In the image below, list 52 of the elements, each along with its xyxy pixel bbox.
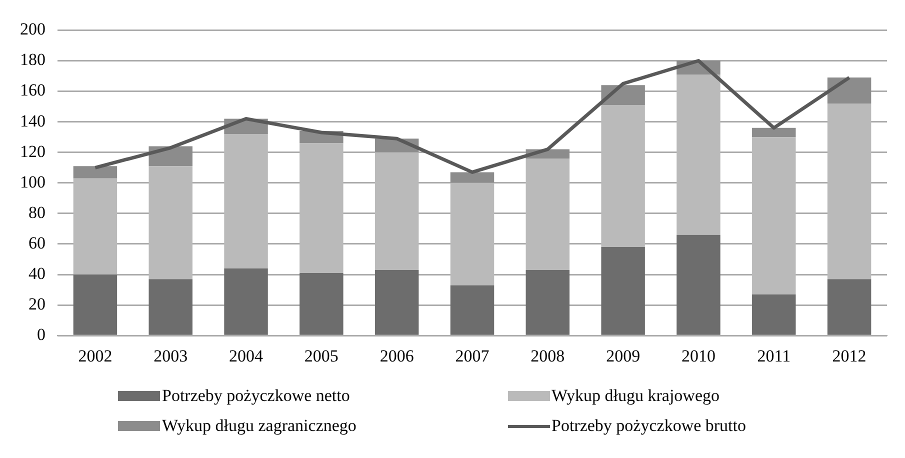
x-tick-label: 2003 bbox=[154, 346, 188, 366]
bar bbox=[827, 103, 872, 280]
bar bbox=[73, 178, 118, 275]
x-tick-label: 2007 bbox=[455, 346, 490, 366]
y-tick-label: 120 bbox=[20, 142, 46, 161]
y-tick-label: 180 bbox=[20, 50, 46, 70]
bar bbox=[752, 294, 796, 335]
x-tick-label: 2012 bbox=[832, 346, 866, 366]
bar bbox=[676, 74, 720, 235]
legend-label: Potrzeby pożyczkowe brutto bbox=[552, 416, 746, 436]
y-tick-label: 200 bbox=[20, 20, 46, 39]
y-tick-label: 20 bbox=[28, 294, 46, 314]
y-tick-label: 40 bbox=[28, 264, 46, 283]
x-tick-label: 2002 bbox=[78, 346, 112, 366]
x-tick-label: 2005 bbox=[304, 346, 338, 366]
y-tick-label: 80 bbox=[28, 202, 46, 222]
y-tick-label: 60 bbox=[28, 233, 46, 252]
bar bbox=[827, 78, 872, 104]
bar bbox=[752, 128, 796, 138]
bar bbox=[73, 166, 118, 178]
bar bbox=[601, 247, 645, 335]
legend-label: Wykup długu zagranicznego bbox=[162, 416, 356, 436]
x-tick-label: 2006 bbox=[380, 346, 414, 366]
bar bbox=[224, 134, 268, 268]
x-tick-label: 2008 bbox=[530, 346, 565, 366]
y-tick-label: 140 bbox=[20, 111, 46, 130]
y-tick-label: 160 bbox=[20, 80, 46, 100]
bar bbox=[450, 172, 494, 183]
bar bbox=[526, 270, 570, 335]
x-tick-label: 2009 bbox=[606, 346, 640, 366]
bar bbox=[676, 234, 720, 335]
bar bbox=[148, 166, 192, 280]
bar bbox=[300, 143, 344, 273]
bar bbox=[752, 137, 796, 294]
x-tick-label: 2011 bbox=[757, 346, 791, 366]
bar bbox=[450, 285, 494, 335]
bar bbox=[73, 274, 118, 335]
x-tick-label: 2010 bbox=[681, 346, 716, 366]
bar bbox=[374, 152, 419, 270]
bar bbox=[526, 158, 570, 270]
y-tick-label: 100 bbox=[20, 172, 46, 192]
bar bbox=[827, 279, 872, 335]
bar bbox=[148, 279, 192, 335]
x-tick-label: 2004 bbox=[229, 346, 264, 366]
bar bbox=[224, 268, 268, 335]
bar bbox=[374, 270, 419, 335]
bar bbox=[300, 272, 344, 335]
bar bbox=[450, 182, 494, 286]
y-tick-label: 0 bbox=[37, 325, 46, 344]
legend-label: Potrzeby pożyczkowe netto bbox=[162, 386, 350, 406]
legend-label: Wykup długu krajowego bbox=[552, 386, 720, 406]
bar bbox=[601, 105, 645, 248]
